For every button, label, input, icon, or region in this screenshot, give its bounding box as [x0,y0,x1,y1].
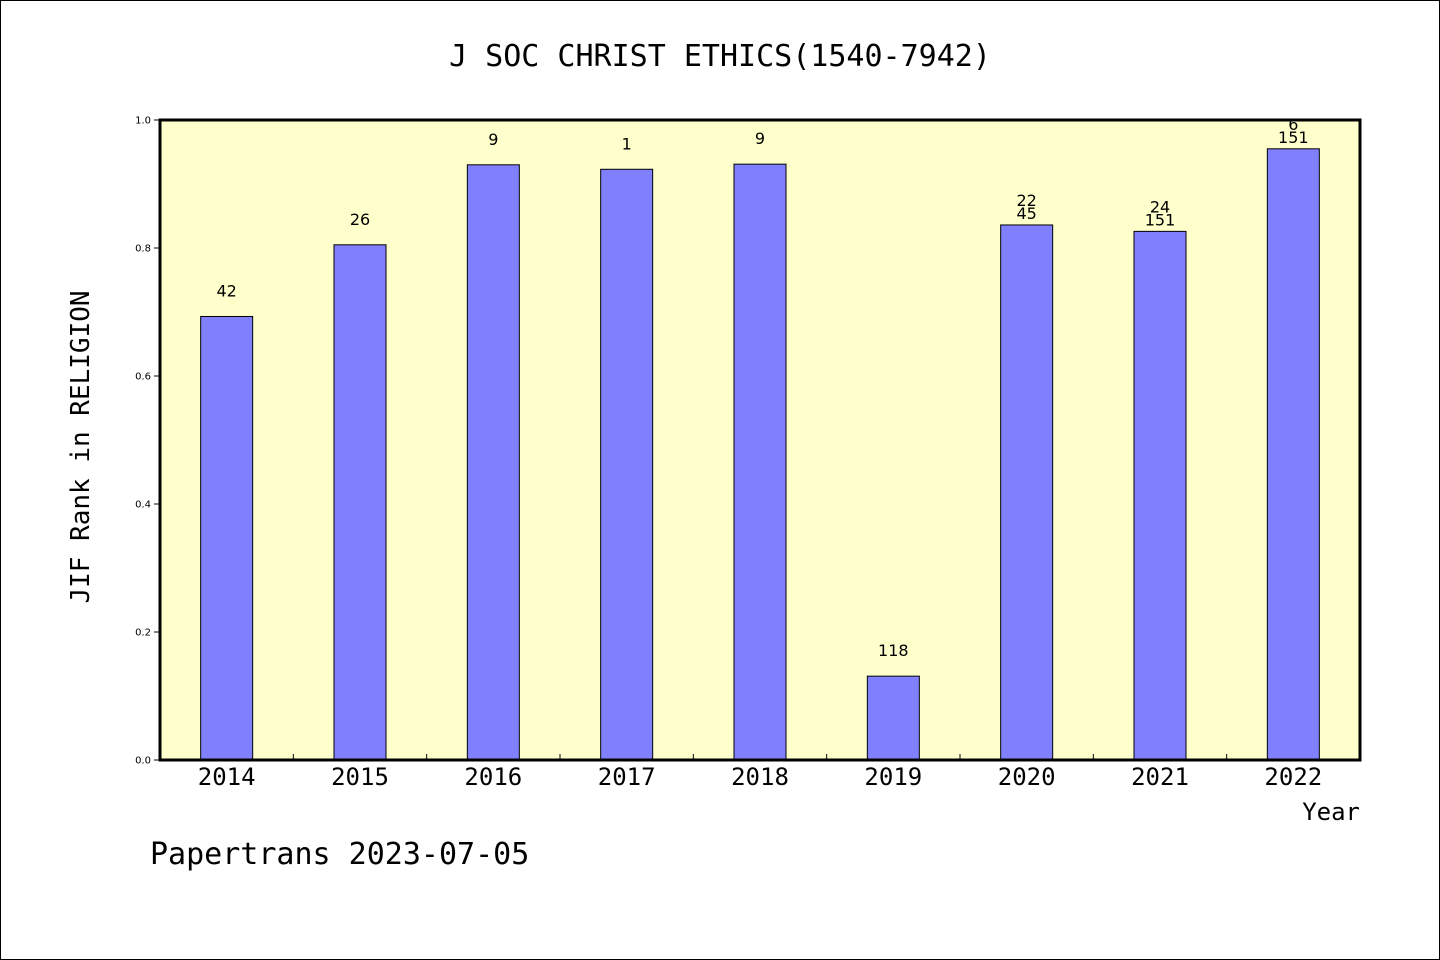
bar-2017 [600,168,654,761]
bar-2016 [466,164,520,761]
data-label-2022-0: 6 [1288,115,1298,134]
x-tick-label-2019: 2019 [864,763,922,791]
data-label-2015-0: 26 [350,210,370,229]
data-label-2017-0: 1 [622,134,632,153]
bar-2019 [866,675,920,761]
plot-border [158,118,1362,762]
chart-title: J SOC CHRIST ETHICS(1540-7942) [449,39,991,74]
x-tick-label-2018: 2018 [731,763,789,791]
x-tick-label-2022: 2022 [1264,763,1322,791]
bar-2014 [200,315,254,761]
x-tick-label-2016: 2016 [464,763,522,791]
bar-2020 [1000,224,1054,761]
bar-2015 [333,244,387,761]
y-tick-label-4: 0.8 [135,244,151,255]
data-label-2022-1: 151 [1278,128,1309,147]
data-label-2021-0: 24 [1150,197,1170,216]
footer-credit: Papertrans 2023-07-05 [150,837,529,872]
data-label-2019-0: 118 [878,641,909,660]
x-tick-label-2017: 2017 [598,763,656,791]
y-tick-label-5: 1.0 [135,116,151,127]
y-axis: 0.0 0.2 0.4 0.6 0.8 1.0 [135,116,160,767]
bar-2018 [733,163,787,761]
x-tick-label-2015: 2015 [331,763,389,791]
y-tick-label-3: 0.6 [135,372,151,383]
y-axis-title: JIF Rank in RELIGION [66,290,96,603]
x-tick-label-2014: 2014 [198,763,256,791]
data-label-2018-0: 9 [755,129,765,148]
x-axis: 2014 2015 2016 2017 2018 2019 2020 2021 2022 [198,754,1322,791]
bar-2022 [1266,148,1320,761]
x-axis-title: Year [1302,798,1360,826]
y-tick-label-1: 0.2 [135,628,151,639]
data-label-2020-1: 45 [1016,204,1036,223]
y-tick-label-0: 0.0 [135,756,151,767]
data-label-2020-0: 22 [1016,191,1036,210]
data-label-2021-1: 151 [1145,210,1176,229]
x-tick-label-2021: 2021 [1131,763,1189,791]
data-label-2016-0: 9 [488,130,498,149]
data-label-2014-0: 42 [216,281,236,300]
bars-layer [200,148,1320,761]
x-tick-label-2020: 2020 [998,763,1056,791]
bar-2021 [1133,230,1187,761]
y-tick-label-2: 0.4 [135,500,151,511]
